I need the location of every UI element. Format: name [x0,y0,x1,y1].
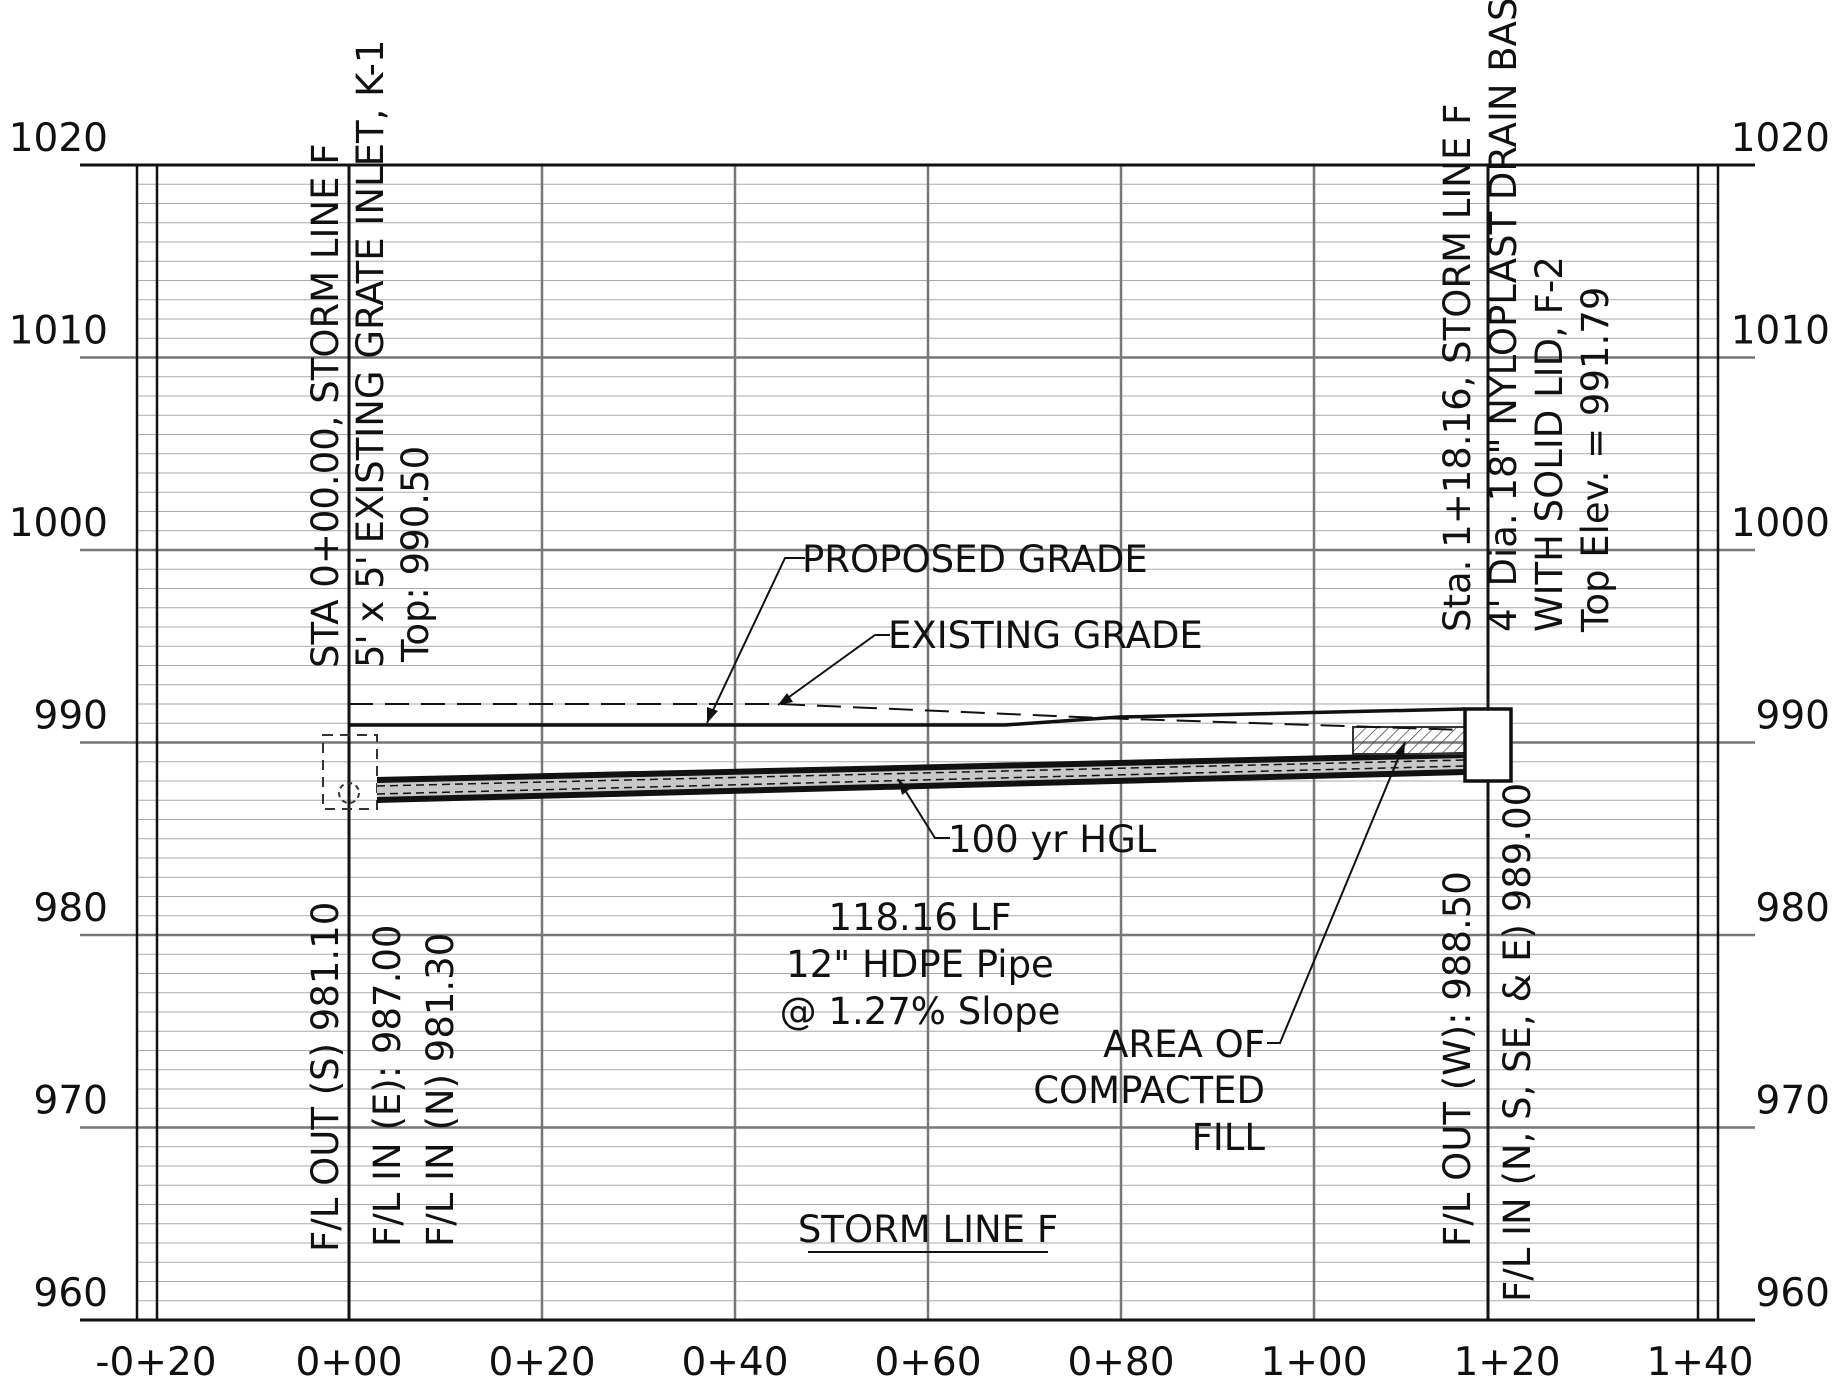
y-tick-label-left: 970 [34,1079,108,1124]
start-flowline-in-e: F/L IN (E): 987.00 [366,925,409,1247]
proposed-grade-arrowhead [707,707,718,723]
existing-grade-label: EXISTING GRADE [888,614,1203,657]
profile-title: STORM LINE F [798,1208,1058,1251]
y-tick-label-left: 1000 [9,501,108,546]
y-tick-label-left: 960 [34,1271,108,1316]
fill-label-line-3: FILL [1192,1116,1266,1159]
existing-grade-line [349,703,1466,731]
fill-label-line-1: AREA OF [1103,1023,1265,1066]
x-tick-label: 1+00 [1260,1340,1367,1383]
y-axis-labels-right: 1020 1010 1000 990 980 970 960 [1731,116,1830,1316]
end-flowline-out: F/L OUT (W): 988.50 [1436,871,1479,1247]
y-axis-labels-left: 1020 1010 1000 990 980 970 960 [9,116,108,1316]
start-flowline-out: F/L OUT (S) 981.10 [304,902,347,1252]
end-station-label: Sta. 1+18.16, STORM LINE F [1436,104,1479,632]
y-tick-label-left: 1010 [9,309,108,354]
y-tick-label-left: 990 [34,694,108,739]
pipe-slope-label: @ 1.27% Slope [780,990,1061,1033]
y-tick-label-right: 1010 [1731,309,1830,354]
y-tick-label-right: 990 [1756,694,1830,739]
x-tick-label: 0+00 [295,1340,402,1383]
y-tick-label-right: 980 [1756,886,1830,931]
end-flowline-in: F/L IN (N, S, SE, & E) 989.00 [1496,783,1539,1302]
hgl-label: 100 yr HGL [948,818,1157,861]
major-grid [80,165,1755,1320]
start-inlet-label: 5' x 5' EXISTING GRATE INLET, K-1 [349,40,392,668]
y-tick-label-right: 960 [1756,1271,1830,1316]
y-tick-label-left: 980 [34,886,108,931]
x-tick-label: -0+20 [95,1340,216,1383]
x-tick-label: 1+20 [1453,1340,1560,1383]
end-top-elev-label: Top Elev. = 991.79 [1574,287,1617,633]
hgl-arrowhead [898,779,910,795]
end-lid-label: WITH SOLID LID, F-2 [1528,256,1571,632]
hgl-leader [897,778,950,839]
x-axis-labels: -0+20 0+00 0+20 0+40 0+60 0+80 1+00 1+20 1+40 [95,1340,1753,1383]
pipe-length-label: 118.16 LF [828,896,1011,939]
start-top-label: Top: 990.50 [394,446,437,663]
end-basin-label: 4' Dia. 18" NYLOPLAST DRAIN BASIN [1482,0,1525,632]
pipe-fill [377,755,1465,800]
existing-grade-arrowhead [778,693,793,705]
drain-basin [1463,707,1513,783]
pipe-bottom [376,769,1466,803]
x-tick-label: 0+60 [874,1340,981,1383]
compacted-fill-area [1352,726,1466,755]
proposed-grade-label: PROPOSED GRADE [802,538,1148,581]
proposed-grade-line [349,707,1466,727]
fill-label-line-2: COMPACTED [1033,1069,1265,1112]
x-tick-label: 0+40 [681,1340,788,1383]
x-tick-label: 1+40 [1646,1340,1753,1383]
y-tick-label-right: 1020 [1731,116,1830,161]
start-station-label: STA 0+00.00, STORM LINE F [304,143,347,668]
existing-inlet-outline [322,734,378,810]
fill-arrowhead [1395,742,1405,758]
pipe-type-label: 12" HDPE Pipe [786,943,1054,986]
start-flowline-in-n: F/L IN (N) 981.30 [419,933,462,1247]
existing-pipe-end [338,782,360,804]
fill-leader [1267,741,1406,1044]
y-tick-label-right: 970 [1756,1079,1830,1124]
existing-grade-leader [777,634,890,706]
y-tick-label-left: 1020 [9,116,108,161]
proposed-grade-leader [706,557,805,724]
x-tick-label: 0+80 [1067,1340,1174,1383]
pipe-top [376,752,1466,783]
y-tick-label-right: 1000 [1731,501,1830,546]
x-tick-label: 0+20 [488,1340,595,1383]
